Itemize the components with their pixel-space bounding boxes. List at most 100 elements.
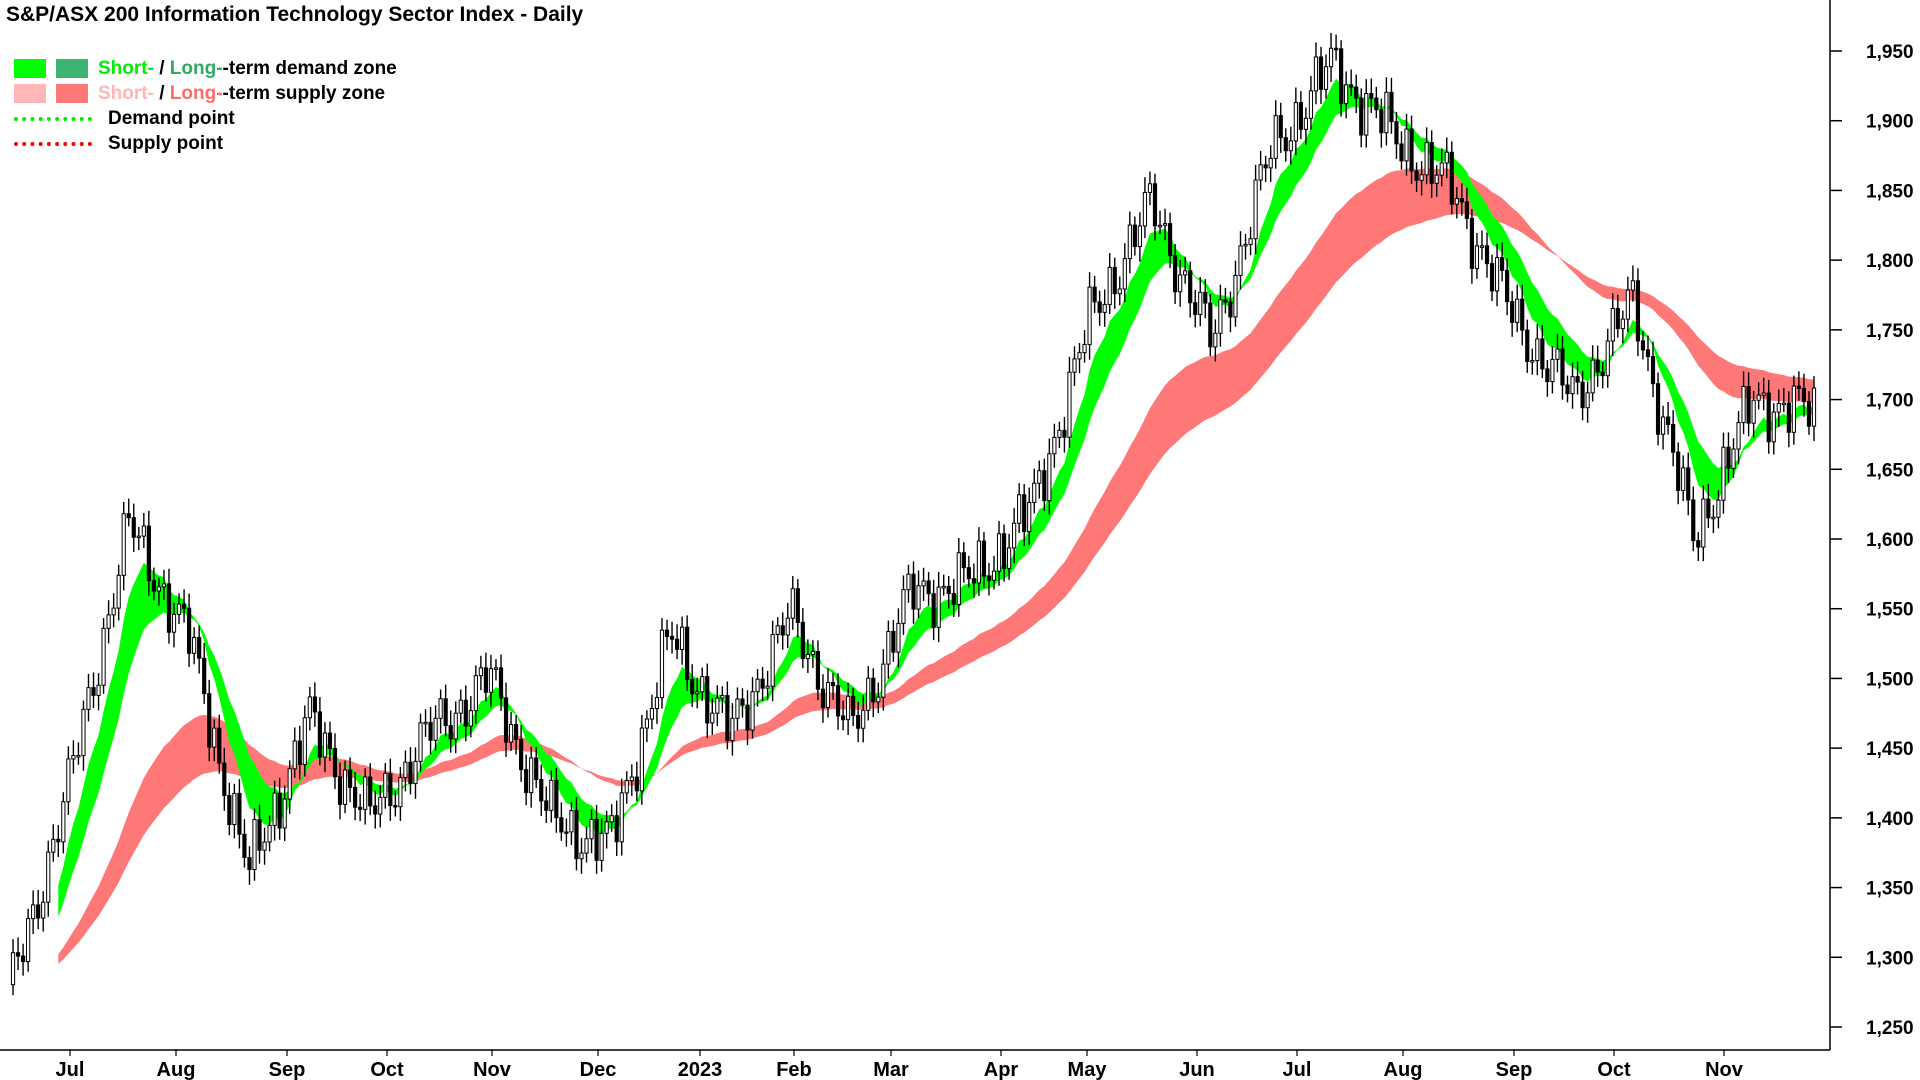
candle-body [1369, 93, 1374, 99]
candle-body [483, 667, 489, 693]
y-tick-label: 1,850 [1866, 181, 1914, 202]
candle-body [1374, 97, 1379, 111]
candle-body [1716, 499, 1721, 518]
candle-body [825, 682, 831, 708]
candle-body [1379, 109, 1384, 134]
candle-body [222, 762, 227, 796]
candle-body [594, 818, 599, 861]
x-tick-label: Dec [580, 1059, 617, 1080]
candle-body [463, 699, 468, 727]
candle-body [644, 718, 649, 729]
candle-body [1303, 117, 1309, 130]
candle-body [750, 691, 755, 731]
candle-body [1796, 385, 1802, 389]
candle-body [710, 712, 715, 724]
y-tick-label: 1,700 [1866, 391, 1914, 412]
legend-supply-sep: / [153, 82, 170, 104]
candle-body [1208, 302, 1213, 348]
candle-body [1117, 288, 1122, 295]
candle-body [906, 573, 911, 591]
x-tick-label: Nov [473, 1059, 512, 1080]
candle-body [715, 697, 720, 714]
candle-body [1112, 266, 1117, 295]
candle-body [700, 676, 705, 693]
candle-body [332, 747, 338, 778]
candle-body [1193, 302, 1198, 315]
candle-body [1454, 198, 1459, 205]
candle-body [1414, 170, 1419, 181]
candle-body [886, 630, 891, 665]
candle-body [1359, 97, 1364, 136]
candle-body [1560, 348, 1565, 386]
candle-body [1293, 102, 1298, 142]
candle-body [820, 688, 826, 708]
candle-body [1570, 376, 1575, 395]
candle-body [1746, 385, 1751, 424]
candle-body [1439, 162, 1444, 176]
candle-body [1389, 91, 1394, 123]
candle-body [951, 593, 956, 605]
candle-body [1328, 47, 1334, 68]
legend-demand-short: Short- [98, 57, 154, 79]
x-tick-label: Apr [984, 1059, 1019, 1080]
candle-body [403, 761, 408, 779]
legend-demand-long: Long- [169, 57, 223, 79]
x-tick-label: Nov [1705, 1059, 1744, 1080]
candle-body [1243, 243, 1248, 247]
candle-body [106, 614, 111, 629]
candle-body [740, 698, 745, 706]
candle-body [96, 684, 101, 696]
candle-body [1701, 498, 1706, 548]
legend-supply-rest: -term supply zone [222, 82, 386, 104]
candle-body [51, 838, 56, 853]
candle-body [986, 575, 992, 581]
candle-body [725, 695, 730, 742]
candle-body [282, 798, 287, 829]
candle-body [1545, 368, 1550, 383]
candle-body [936, 586, 941, 628]
y-tick-label: 1,450 [1866, 739, 1914, 760]
candle-body [1721, 446, 1726, 501]
candle-body [166, 583, 172, 633]
candle-body [1298, 102, 1303, 130]
candle-body [1218, 299, 1223, 334]
candle-body [1731, 448, 1736, 469]
candle-body [1037, 470, 1042, 484]
candle-body [1122, 258, 1127, 290]
short-term-zone [58, 78, 1814, 917]
candle-body [805, 653, 810, 660]
candle-body [1590, 359, 1595, 394]
candle-body [368, 776, 373, 807]
candle-body [116, 574, 121, 609]
candle-body [851, 695, 856, 716]
candle-body [840, 715, 846, 721]
candle-body [1711, 516, 1716, 520]
x-tick-label: Feb [776, 1059, 812, 1080]
candle-body [1228, 301, 1233, 318]
candle-body [1540, 338, 1545, 370]
candle-body [1605, 340, 1610, 377]
candles-layer [10, 33, 1817, 996]
candle-body [891, 630, 896, 653]
candle-body [76, 755, 81, 758]
y-tick-label: 1,900 [1866, 112, 1914, 133]
candle-body [41, 901, 46, 919]
candle-body [1620, 318, 1625, 330]
candle-body [1751, 399, 1756, 424]
x-tick-label: Aug [157, 1059, 196, 1080]
candle-body [302, 717, 307, 765]
candle-body [20, 955, 26, 963]
candle-body [217, 727, 222, 764]
candle-body [780, 625, 785, 636]
y-tick-label: 1,250 [1866, 1018, 1914, 1039]
y-tick-label: 1,800 [1866, 251, 1914, 272]
candle-body [1666, 416, 1671, 425]
candle-body [961, 552, 966, 569]
candle-body [1162, 223, 1168, 226]
y-tick-label: 1,950 [1866, 42, 1914, 63]
candle-body [242, 833, 247, 859]
candle-body [1515, 298, 1520, 323]
candle-body [745, 704, 750, 731]
candle-body [1696, 540, 1701, 548]
